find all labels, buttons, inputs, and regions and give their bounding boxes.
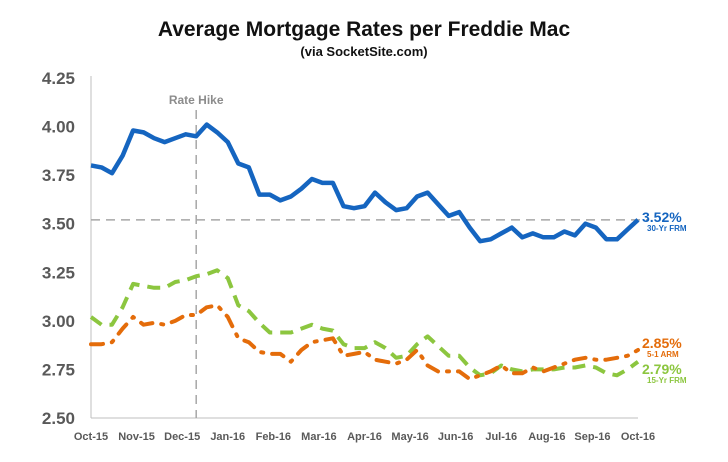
y-tick-label: 3.50 bbox=[42, 215, 75, 234]
y-tick-label: 2.75 bbox=[42, 360, 75, 379]
chart-subtitle: (via SocketSite.com) bbox=[300, 44, 428, 59]
chart-title: Average Mortgage Rates per Freddie Mac bbox=[157, 18, 571, 41]
y-tick-label: 4.25 bbox=[42, 69, 75, 88]
y-tick-label: 4.00 bbox=[42, 118, 75, 137]
x-tick-label: Apr-16 bbox=[347, 431, 382, 443]
x-tick-label: Mar-16 bbox=[301, 431, 336, 443]
end-value-label: 2.79% bbox=[642, 361, 682, 377]
x-tick-label: Oct-15 bbox=[74, 431, 108, 443]
series-line-5-1-arm bbox=[89, 303, 640, 382]
x-tick-label: Oct-16 bbox=[621, 431, 655, 443]
end-series-label: 30-Yr FRM bbox=[647, 224, 687, 233]
x-tick-label: Aug-16 bbox=[528, 431, 565, 443]
series-line-30-yr-frm bbox=[90, 122, 640, 244]
x-tick-label: Jul-16 bbox=[485, 431, 517, 443]
x-tick-label: Dec-15 bbox=[164, 431, 200, 443]
x-tick-label: Nov-15 bbox=[118, 431, 155, 443]
end-series-label: 5-1 ARM bbox=[647, 350, 679, 359]
end-value-label: 2.85% bbox=[642, 335, 682, 351]
x-tick-label: Sep-16 bbox=[574, 431, 610, 443]
y-tick-label: 3.25 bbox=[42, 263, 75, 282]
y-tick-label: 2.50 bbox=[42, 409, 75, 428]
end-value-label: 3.52% bbox=[642, 209, 682, 225]
x-tick-label: Jan-16 bbox=[210, 431, 245, 443]
end-series-label: 15-Yr FRM bbox=[647, 376, 687, 385]
y-tick-label: 3.00 bbox=[42, 312, 75, 331]
y-tick-label: 3.75 bbox=[42, 166, 75, 185]
rate-hike-label: Rate Hike bbox=[169, 93, 224, 107]
x-tick-label: Feb-16 bbox=[256, 431, 291, 443]
x-tick-label: Jun-16 bbox=[438, 431, 473, 443]
series-line-15-yr-frm bbox=[89, 268, 640, 378]
x-tick-label: May-16 bbox=[391, 431, 428, 443]
